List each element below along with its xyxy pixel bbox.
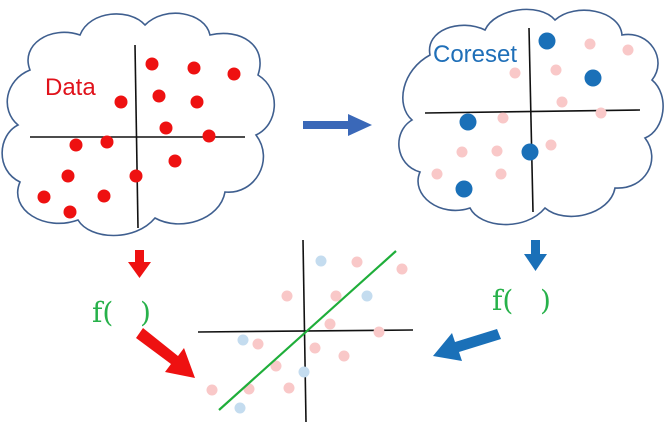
coreset-label: Coreset [433,41,517,68]
faded-point [622,44,634,56]
faded-data-point [281,290,293,302]
faded-data-point [396,263,408,275]
coreset-points [455,32,602,198]
faded-point [545,139,557,151]
faded-data-point [206,384,218,396]
faded-point [550,64,562,76]
data-point [63,205,77,219]
data-point [114,95,128,109]
f-label-left: f( ) [92,296,151,329]
data-point [145,57,159,71]
arrow-right-icon [303,114,372,136]
faded-point [509,67,521,79]
coreset-cloud-group: Coreset [398,8,664,226]
faded-point [456,146,468,158]
data-point [61,169,75,183]
fit-line [218,250,397,411]
data-point [37,190,51,204]
data-point [227,67,241,81]
faded-data-point [373,326,385,338]
data-point [152,89,166,103]
data-points [37,57,241,219]
faded-data-point [338,350,350,362]
faded-data-point [351,256,363,268]
data-point [100,135,114,149]
faded-data-point [252,338,264,350]
faded-data-point [309,342,321,354]
plot-y-axis [302,239,307,423]
coreset-faded-points [431,38,634,180]
fit-plot-group [197,239,414,423]
data-point [69,138,83,152]
f-label-right: f( ) [492,284,551,317]
coreset-point [538,32,556,50]
faded-coreset-point [298,366,310,378]
faded-data-point [270,360,282,372]
data-point [187,61,201,75]
coreset-point [521,143,539,161]
data-point [97,189,111,203]
faded-data-point [283,382,295,394]
coreset-point [459,113,477,131]
faded-data-point [324,318,336,330]
data-y-axis [134,44,139,229]
data-point [129,169,143,183]
faded-point [431,168,443,180]
faded-point [556,96,568,108]
arrow-diagonal-blue-icon [433,329,501,361]
data-point [190,95,204,109]
plot-points [206,255,408,414]
faded-coreset-point [234,402,246,414]
faded-point [495,168,507,180]
data-point [202,129,216,143]
arrow-diagonal-red-icon [136,328,195,378]
faded-data-point [330,290,342,302]
faded-coreset-point [315,255,327,267]
faded-point [584,38,596,50]
arrow-down-blue-icon [524,240,547,271]
arrow-down-red-icon [128,250,151,278]
coreset-point [455,180,473,198]
data-label: Data [45,74,96,101]
faded-point [491,145,503,157]
data-cloud-group: Data [1,12,276,237]
faded-coreset-point [361,290,373,302]
faded-coreset-point [237,334,249,346]
faded-point [595,107,607,119]
data-point [159,121,173,135]
data-point [168,154,182,168]
coreset-point [584,69,602,87]
coreset-y-axis [528,27,534,213]
faded-point [497,112,509,124]
